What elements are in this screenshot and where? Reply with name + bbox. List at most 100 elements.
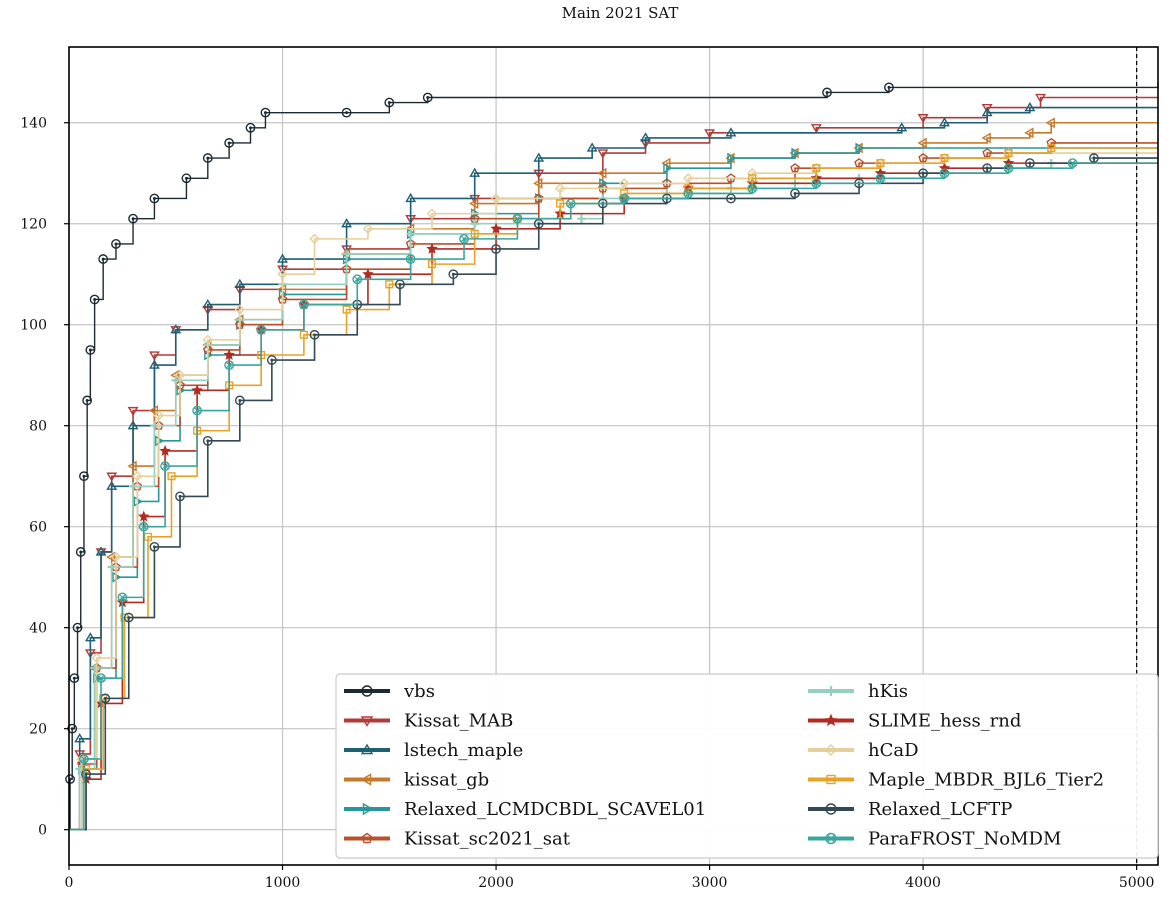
data-point <box>533 218 544 229</box>
data-point <box>620 189 629 198</box>
data-point <box>127 420 139 430</box>
data-point <box>726 173 736 183</box>
data-point <box>422 92 433 103</box>
data-point <box>459 233 469 244</box>
data-point <box>896 122 908 132</box>
legend-item: kissat_gb <box>344 770 489 791</box>
y-tick-label: 60 <box>29 520 47 536</box>
data-point <box>96 673 106 684</box>
data-point <box>277 253 288 263</box>
data-point <box>725 127 737 137</box>
legend-item: lstech_maple <box>344 740 523 761</box>
data-point <box>160 461 170 471</box>
data-point <box>490 193 502 204</box>
data-point <box>117 592 128 603</box>
data-point <box>79 471 89 482</box>
legend-label: ParaFROST_NoMDM <box>868 829 1061 850</box>
data-point <box>939 117 950 127</box>
data-point <box>469 198 479 209</box>
data-point <box>127 406 139 417</box>
legend-item: Kissat_sc2021_sat <box>344 829 571 850</box>
data-point <box>149 541 160 552</box>
legend-marker <box>360 716 374 727</box>
data-point <box>82 395 93 406</box>
data-point <box>598 183 608 193</box>
legend-marker <box>361 832 373 844</box>
data-point <box>245 122 256 133</box>
legend-item: hCaD <box>808 740 919 761</box>
series-lstech_maple <box>69 102 1158 831</box>
data-point <box>202 435 213 446</box>
data-point <box>1024 102 1036 112</box>
data-point <box>148 359 160 369</box>
y-tick-label: 0 <box>38 823 47 839</box>
data-point <box>1067 158 1078 169</box>
data-point <box>917 114 929 124</box>
data-point <box>309 233 320 245</box>
x-tick-label: 3000 <box>692 875 728 891</box>
data-point <box>75 547 86 557</box>
series-Maple_MBDR_BJL6_Tier2 <box>69 143 1158 831</box>
axes-frame <box>68 46 1159 866</box>
data-point <box>181 173 192 184</box>
data-point <box>1024 158 1035 169</box>
data-point <box>74 733 86 743</box>
legend-label: Relaxed_LCMDCBDL_SCAVEL01 <box>404 799 706 820</box>
data-point <box>174 370 186 381</box>
plot-area <box>65 47 1159 865</box>
axes: 0 1000 2000 3000 4000 5000 0 20 40 60 80 100 120 140 <box>20 46 1159 891</box>
data-point <box>79 754 89 764</box>
data-point <box>554 183 566 194</box>
data-point <box>234 395 245 406</box>
data-point <box>159 444 171 456</box>
data-point <box>618 178 630 189</box>
data-point <box>1024 127 1034 139</box>
y-tick-label: 40 <box>29 621 47 637</box>
data-point <box>106 480 118 490</box>
data-point <box>812 164 821 173</box>
y-tick-label: 100 <box>20 318 47 334</box>
legend-label: Kissat_MAB <box>404 711 513 732</box>
data-point <box>918 153 928 163</box>
data-point <box>470 219 479 228</box>
data-point <box>342 249 351 259</box>
x-tick-label: 0 <box>65 875 74 891</box>
data-point <box>1047 143 1056 153</box>
data-point <box>1035 93 1046 104</box>
data-point <box>663 162 673 174</box>
data-point <box>939 168 950 179</box>
data-point <box>234 304 246 315</box>
data-point <box>234 278 246 288</box>
data-point <box>619 193 630 204</box>
data-point <box>1089 153 1099 163</box>
data-point <box>309 329 320 340</box>
data-point <box>175 491 185 502</box>
legend-marker <box>360 743 374 755</box>
legend-item: vbs <box>344 681 435 702</box>
data-point <box>128 482 138 491</box>
y-tick-label: 20 <box>29 722 47 738</box>
data-point <box>598 194 608 203</box>
data-point <box>811 178 822 189</box>
legend-marker <box>361 685 373 697</box>
data-point <box>791 147 801 159</box>
data-point <box>884 82 894 93</box>
data-point <box>81 769 91 780</box>
data-point <box>342 305 351 314</box>
data-point <box>405 192 417 203</box>
data-point <box>533 193 544 203</box>
y-tick-label: 140 <box>20 116 47 132</box>
data-point <box>150 421 159 430</box>
data-point <box>395 279 405 290</box>
data-point <box>981 103 993 114</box>
data-point <box>170 324 182 334</box>
data-point <box>427 260 437 269</box>
legend-label: SLIME_hess_rnd <box>868 711 1021 732</box>
data-point <box>1004 148 1013 158</box>
legend-marker <box>826 686 836 696</box>
data-point <box>153 410 164 421</box>
data-point <box>727 152 737 164</box>
data-point <box>260 107 271 118</box>
data-point <box>640 132 651 142</box>
series-line <box>69 147 1158 831</box>
